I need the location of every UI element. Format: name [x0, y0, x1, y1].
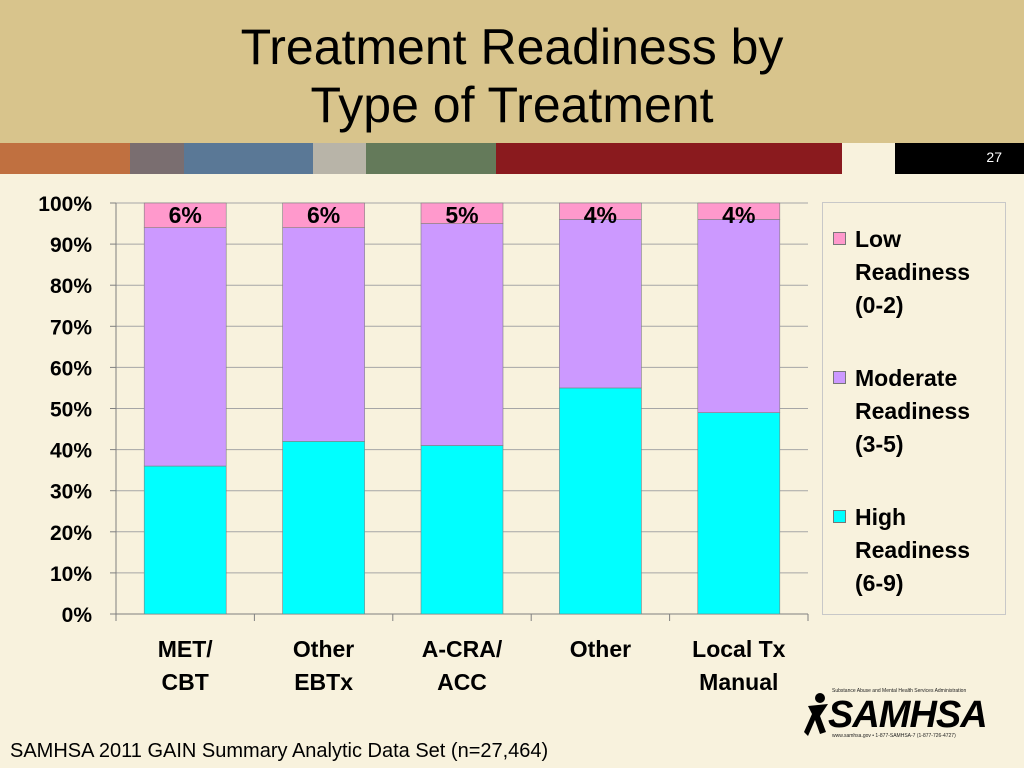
- bar-segment: [282, 441, 365, 615]
- bar-segment: [282, 227, 365, 442]
- data-label: 6%: [307, 202, 340, 228]
- data-label: 6%: [169, 202, 202, 228]
- y-tick-label: 90%: [50, 234, 92, 257]
- y-tick-label: 10%: [50, 563, 92, 586]
- stripe-segment-red: [496, 143, 842, 174]
- bar-segment: [697, 219, 781, 413]
- footnote: SAMHSA 2011 GAIN Summary Analytic Data S…: [10, 740, 549, 762]
- logo-wordmark: SAMHSA: [828, 694, 988, 736]
- y-tick-label: 50%: [50, 399, 92, 422]
- x-category-label: CBT: [162, 669, 209, 695]
- x-category-label: Other: [293, 636, 354, 662]
- logo-contact: www.samhsa.gov • 1-877-SAMHSA-7 (1-877-7…: [832, 733, 956, 739]
- chart-legend: Low Readiness (0-2) Moderate Readiness (3-5) H…: [822, 202, 1006, 615]
- bar-segment: [420, 202, 504, 224]
- y-tick-label: 30%: [50, 481, 92, 504]
- bar-segment: [420, 445, 504, 615]
- x-category-label: Other: [570, 636, 631, 662]
- title-line-2: Type of Treatment: [310, 77, 714, 133]
- x-category-label: EBTx: [294, 669, 353, 695]
- data-label: 4%: [722, 202, 755, 228]
- data-label: 5%: [445, 202, 478, 228]
- slide-number: 27: [986, 149, 1002, 165]
- logo-tagline: Substance Abuse and Mental Health Servic…: [832, 688, 967, 694]
- stripe-segment-mauve: [130, 143, 184, 174]
- stripe-segment-gray: [313, 143, 366, 174]
- legend-swatch: [833, 510, 846, 523]
- y-tick-label: 0%: [62, 604, 93, 627]
- stripe-segment-orange: [0, 143, 130, 174]
- x-category-label: A-CRA/: [422, 636, 503, 662]
- bar-segment: [559, 219, 642, 389]
- data-label: 4%: [584, 202, 617, 228]
- y-tick-label: 80%: [50, 275, 92, 298]
- legend-swatch: [833, 371, 846, 384]
- y-tick-label: 60%: [50, 357, 92, 380]
- legend-label: High Readiness (6-9): [855, 504, 971, 596]
- bar-segment: [143, 465, 227, 615]
- stripe-segment-green: [366, 143, 496, 174]
- y-tick-label: 40%: [50, 440, 92, 463]
- bar-segment: [697, 202, 781, 220]
- stripe-segment-blue: [184, 143, 313, 174]
- samhsa-logo: Substance Abuse and Mental Health Servic…: [804, 686, 988, 742]
- y-tick-label: 70%: [50, 316, 92, 339]
- x-category-label: ACC: [437, 669, 487, 695]
- x-category-label: Local Tx: [692, 636, 786, 662]
- person-icon: [804, 693, 828, 736]
- legend-label: Moderate Readiness (3-5): [855, 365, 971, 457]
- slide-title: Treatment Readiness by Type of Treatment: [0, 18, 1024, 134]
- bar-segment: [143, 227, 227, 467]
- x-category-label: MET/: [158, 636, 214, 662]
- title-banner: [0, 0, 1024, 143]
- bar-segment: [420, 223, 504, 446]
- y-tick-label: 100%: [38, 193, 92, 216]
- legend-label: Low Readiness (0-2): [855, 226, 971, 318]
- bar-segment: [559, 387, 642, 615]
- stripe-segment-black: [895, 143, 1024, 174]
- legend-swatch: [833, 232, 846, 245]
- stripe-segment-cream: [842, 143, 895, 174]
- bar-segment: [282, 202, 365, 228]
- bar-segment: [697, 412, 781, 615]
- bar-segment: [143, 202, 227, 228]
- title-line-1: Treatment Readiness by: [240, 19, 784, 75]
- y-tick-label: 20%: [50, 522, 92, 545]
- color-stripe: [0, 143, 1024, 174]
- stacked-bar-chart: 0% 10% 20% 30% 40% 50% 60% 70% 80% 90% 100% 6% MET/C…: [38, 193, 809, 695]
- x-category-label: Manual: [699, 669, 778, 695]
- bar-segment: [559, 202, 642, 220]
